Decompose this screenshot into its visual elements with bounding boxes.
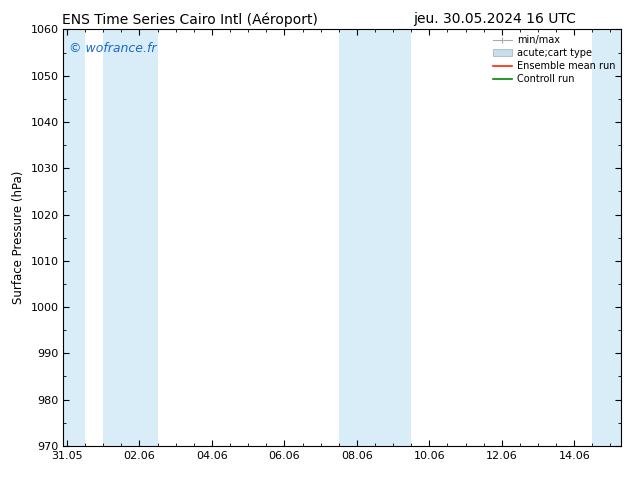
Text: © wofrance.fr: © wofrance.fr — [69, 42, 157, 55]
Bar — [63, 29, 85, 446]
Text: ENS Time Series Cairo Intl (Aéroport): ENS Time Series Cairo Intl (Aéroport) — [62, 12, 318, 27]
Legend: min/max, acute;cart type, Ensemble mean run, Controll run: min/max, acute;cart type, Ensemble mean … — [489, 31, 619, 88]
Bar — [592, 29, 621, 446]
Text: jeu. 30.05.2024 16 UTC: jeu. 30.05.2024 16 UTC — [413, 12, 576, 26]
Bar — [339, 29, 411, 446]
Bar — [103, 29, 158, 446]
Y-axis label: Surface Pressure (hPa): Surface Pressure (hPa) — [12, 171, 25, 304]
